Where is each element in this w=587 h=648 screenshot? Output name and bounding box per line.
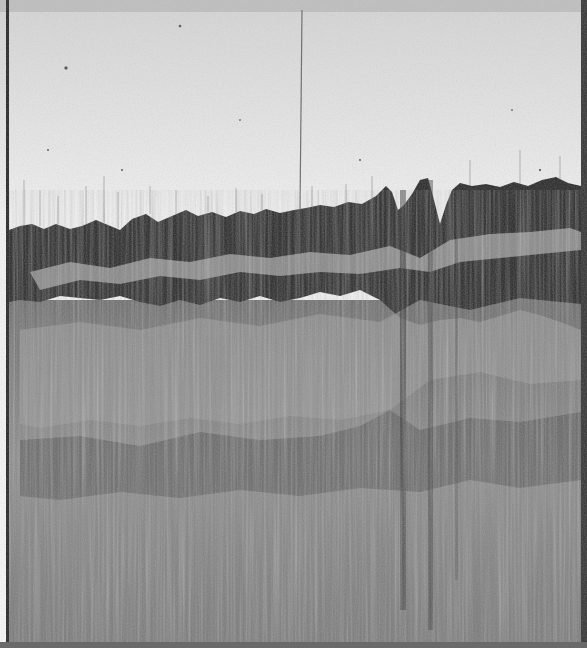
bottom-edge	[0, 642, 587, 648]
